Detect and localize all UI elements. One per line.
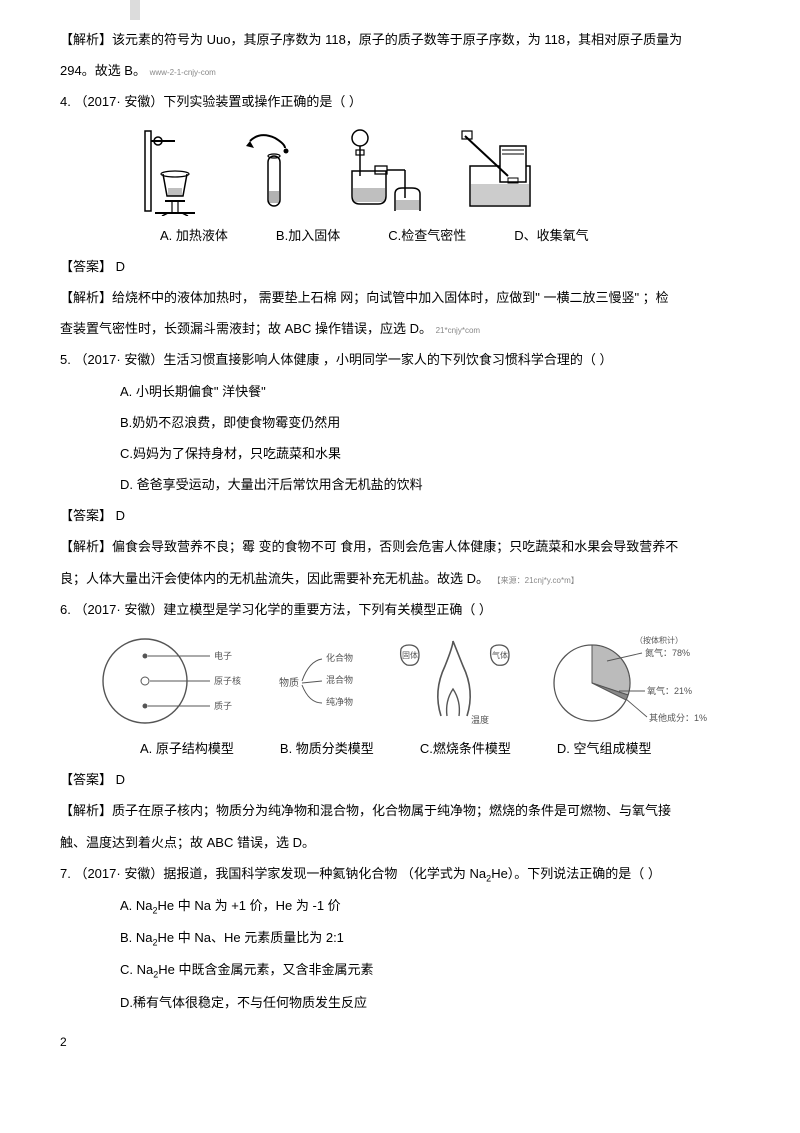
text: He 中 Na、He 元素质量比为 2:1 xyxy=(158,930,344,945)
svg-text:气体: 气体 xyxy=(492,650,508,660)
q6-figures: 电子 原子核 质子 物质 化合物 混合物 纯净物 固体 xyxy=(60,625,740,733)
svg-text:其他成分：1%: 其他成分：1% xyxy=(649,712,707,723)
q6-fig-c: 固体 气体 温度 xyxy=(393,631,523,731)
text: A. Na xyxy=(120,898,153,913)
text: 查装置气密性时，长颈漏斗需液封；故 ABC 操作错误，应选 D。 xyxy=(60,321,432,336)
q6-cap-b: B. 物质分类模型 xyxy=(280,733,374,764)
watermark: www-2-1-cnjy-com xyxy=(150,68,216,77)
top-analysis-2: 294。故选 B。 www-2-1-cnjy-com xyxy=(60,55,740,86)
q6-captions: A. 原子结构模型 B. 物质分类模型 C.燃烧条件模型 D. 空气组成模型 xyxy=(60,733,740,764)
q4-fig-c xyxy=(340,126,430,216)
text: 良；人体大量出汗会使体内的无机盐流失，因此需要补充无机盐。故选 D。 xyxy=(60,571,489,586)
q4-captions: A. 加热液体 B.加入固体 C.检查气密性 D、收集氧气 xyxy=(60,220,740,251)
text: B. Na xyxy=(120,930,153,945)
svg-text:（按体积计）: （按体积计） xyxy=(635,635,683,645)
text: He 中 Na 为 +1 价，He 为 -1 价 xyxy=(158,898,341,913)
svg-text:氮气：78%: 氮气：78% xyxy=(645,647,690,658)
text: 7. （2017· 安徽）据报道，我国科学家发现一种氦钠化合物 （化学式为 Na xyxy=(60,866,486,881)
header-mark xyxy=(130,0,140,20)
source: 21*cnjy*com xyxy=(436,326,480,335)
text: He 中既含金属元素，又含非金属元素 xyxy=(158,962,373,977)
top-analysis-1: 【解析】该元素的符号为 Uuo，其原子序数为 118，原子的质子数等于原子序数，… xyxy=(60,24,740,55)
source: 【来源：21cnj*y.co*m】 xyxy=(493,576,579,585)
svg-text:原子核: 原子核 xyxy=(214,675,241,686)
svg-text:温度: 温度 xyxy=(471,714,489,725)
q4-cap-a: A. 加热液体 xyxy=(160,220,228,251)
q7-b: B. Na2He 中 Na、He 元素质量比为 2:1 xyxy=(60,922,740,954)
q5-b: B.奶奶不忍浪费，即使食物霉变仍然用 xyxy=(60,407,740,438)
q4-fig-d xyxy=(460,126,540,216)
q6-cap-d: D. 空气组成模型 xyxy=(557,733,652,764)
svg-text:氧气：21%: 氧气：21% xyxy=(647,685,692,696)
svg-text:固体: 固体 xyxy=(402,650,418,660)
q7-c: C. Na2He 中既含金属元素，又含非金属元素 xyxy=(60,954,740,986)
q5-explain-1: 【解析】偏食会导致营养不良；霉 变的食物不可 食用，否则会危害人体健康；只吃蔬菜… xyxy=(60,531,740,562)
q4-stem: 4. （2017· 安徽）下列实验装置或操作正确的是（ ） xyxy=(60,86,740,117)
q6-explain-2: 触、温度达到着火点；故 ABC 错误，选 D。 xyxy=(60,827,740,858)
svg-text:电子: 电子 xyxy=(214,650,232,661)
q7-a: A. Na2He 中 Na 为 +1 价，He 为 -1 价 xyxy=(60,890,740,922)
text: 294。故选 B。 xyxy=(60,63,146,78)
q5-answer: 【答案】 D xyxy=(60,500,740,531)
q6-stem: 6. （2017· 安徽）建立模型是学习化学的重要方法，下列有关模型正确（ ） xyxy=(60,594,740,625)
q5-explain-2: 良；人体大量出汗会使体内的无机盐流失，因此需要补充无机盐。故选 D。 【来源：2… xyxy=(60,563,740,594)
q5-a: A. 小明长期偏食" 洋快餐" xyxy=(60,376,740,407)
svg-text:纯净物: 纯净物 xyxy=(326,696,353,707)
q7-stem: 7. （2017· 安徽）据报道，我国科学家发现一种氦钠化合物 （化学式为 Na… xyxy=(60,858,740,890)
q7-d: D.稀有气体很稳定，不与任何物质发生反应 xyxy=(60,987,740,1018)
q4-explain-2: 查装置气密性时，长颈漏斗需液封；故 ABC 操作错误，应选 D。 21*cnjy… xyxy=(60,313,740,344)
q4-figures xyxy=(60,118,740,220)
q5-stem: 5. （2017· 安徽）生活习惯直接影响人体健康 ，小明同学一家人的下列饮食习… xyxy=(60,344,740,375)
q4-cap-d: D、收集氧气 xyxy=(514,220,588,251)
q5-d: D. 爸爸享受运动，大量出汗后常饮用含无机盐的饮料 xyxy=(60,469,740,500)
svg-text:质子: 质子 xyxy=(214,700,232,711)
q5-c: C.妈妈为了保持身材，只吃蔬菜和水果 xyxy=(60,438,740,469)
q4-cap-b: B.加入固体 xyxy=(276,220,340,251)
q4-answer: 【答案】 D xyxy=(60,251,740,282)
svg-text:化合物: 化合物 xyxy=(326,652,353,663)
q6-fig-b: 物质 化合物 混合物 纯净物 xyxy=(274,631,369,731)
q6-cap-c: C.燃烧条件模型 xyxy=(420,733,511,764)
text: C. Na xyxy=(120,962,153,977)
q4-fig-b xyxy=(240,126,310,216)
q6-cap-a: A. 原子结构模型 xyxy=(140,733,234,764)
page-content: 【解析】该元素的符号为 Uuo，其原子序数为 118，原子的质子数等于原子序数，… xyxy=(0,0,800,1076)
svg-text:物质: 物质 xyxy=(279,676,299,689)
q4-fig-a xyxy=(140,126,210,216)
q6-fig-a: 电子 原子核 质子 xyxy=(100,631,250,731)
q4-cap-c: C.检查气密性 xyxy=(388,220,466,251)
q6-explain-1: 【解析】质子在原子核内；物质分为纯净物和混合物，化合物属于纯净物；燃烧的条件是可… xyxy=(60,795,740,826)
page-number: 2 xyxy=(60,1028,740,1057)
q6-answer: 【答案】 D xyxy=(60,764,740,795)
q4-explain-1: 【解析】给烧杯中的液体加热时， 需要垫上石棉 网；向试管中加入固体时，应做到" … xyxy=(60,282,740,313)
text: He）。下列说法正确的是（ ） xyxy=(491,866,661,881)
svg-text:混合物: 混合物 xyxy=(326,674,353,685)
q6-fig-d: （按体积计） 氮气：78% 氧气：21% 其他成分：1% xyxy=(547,631,707,731)
